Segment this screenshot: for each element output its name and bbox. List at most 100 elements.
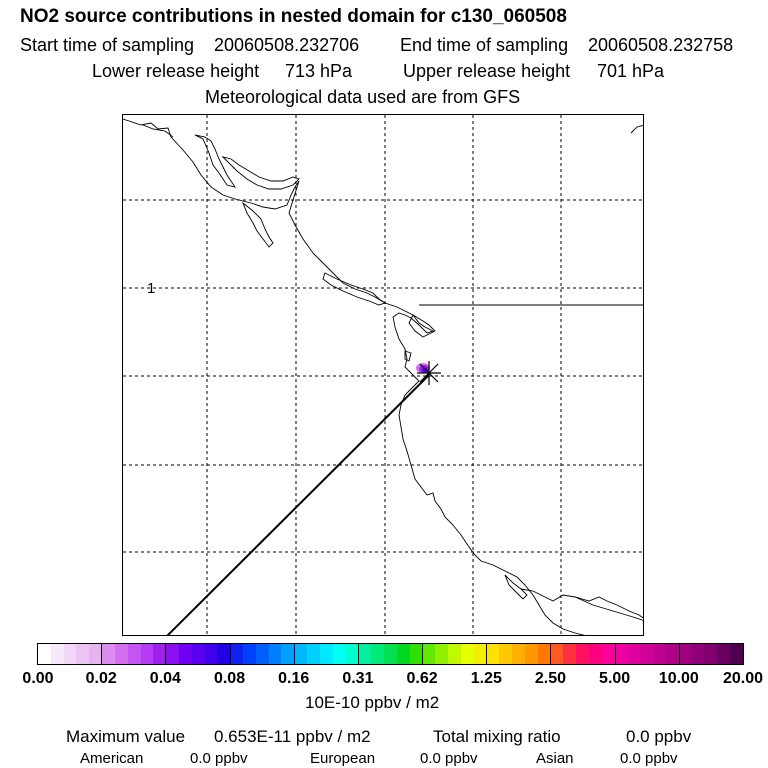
colorbar-segment bbox=[294, 644, 308, 664]
start-time-label: Start time of sampling bbox=[20, 35, 195, 55]
colorbar-segments bbox=[38, 644, 743, 664]
colorbar-segment bbox=[435, 644, 448, 664]
colorbar-tick bbox=[357, 643, 359, 665]
colorbar-segment bbox=[89, 644, 103, 664]
colorbar-segment bbox=[76, 644, 90, 664]
colorbar-segment bbox=[729, 644, 743, 664]
colorbar-segment bbox=[678, 644, 692, 664]
colorbar-tick bbox=[293, 643, 295, 665]
colorbar-segment bbox=[114, 644, 128, 664]
colorbar-tick-label: 0.00 bbox=[22, 670, 54, 687]
colorbar-segment bbox=[524, 644, 538, 664]
colorbar-segment bbox=[640, 644, 653, 664]
total-mixing-label: Total mixing ratio bbox=[433, 727, 561, 746]
colorbar-segment bbox=[255, 644, 269, 664]
asian-label: Asian bbox=[536, 750, 574, 767]
colorbar-segment bbox=[127, 644, 141, 664]
colorbar-segment bbox=[550, 644, 564, 664]
total-mixing-value: 0.0 ppbv bbox=[626, 727, 692, 746]
colorbar-segment bbox=[102, 644, 115, 664]
colorbar-segment bbox=[717, 644, 730, 664]
colorbar-segment bbox=[358, 644, 372, 664]
colorbar-segment bbox=[473, 644, 487, 664]
page-title: NO2 source contributions in nested domai… bbox=[20, 6, 567, 27]
colorbar bbox=[37, 643, 744, 665]
colorbar-tick bbox=[678, 643, 680, 665]
colorbar-segment bbox=[537, 644, 551, 664]
colorbar-tick-label: 0.08 bbox=[213, 670, 246, 687]
colorbar-tick bbox=[422, 643, 424, 665]
colorbar-tick-label: 0.31 bbox=[342, 670, 374, 687]
colorbar-segment bbox=[166, 644, 179, 664]
european-value: 0.0 ppbv bbox=[420, 750, 478, 767]
colorbar-segment bbox=[486, 644, 500, 664]
colorbar-unit: 10E-10 ppbv / m2 bbox=[305, 693, 440, 712]
colorbar-tick bbox=[614, 643, 616, 665]
lower-height-label: Lower release height bbox=[92, 61, 260, 81]
lower-height-value: 713 hPa bbox=[285, 61, 353, 81]
colorbar-segment bbox=[383, 644, 397, 664]
colorbar-segment bbox=[140, 644, 154, 664]
end-time-value: 20060508.232758 bbox=[588, 35, 734, 55]
colorbar-segment bbox=[627, 644, 641, 664]
colorbar-segment bbox=[576, 644, 589, 664]
colorbar-segment bbox=[63, 644, 77, 664]
coastline bbox=[123, 118, 643, 635]
colorbar-tick-label: 1.25 bbox=[470, 670, 502, 687]
colorbar-tick-label: 0.62 bbox=[406, 670, 438, 687]
map-canvas: 1 bbox=[123, 115, 643, 635]
colorbar-segment bbox=[332, 644, 346, 664]
met-data-note: Meteorological data used are from GFS bbox=[205, 87, 521, 107]
colorbar-tick bbox=[229, 643, 231, 665]
colorbar-tick bbox=[165, 643, 167, 665]
colorbar-tick-label: 0.04 bbox=[149, 670, 181, 687]
colorbar-segment bbox=[512, 644, 525, 664]
colorbar-segment bbox=[307, 644, 320, 664]
asian-value: 0.0 ppbv bbox=[620, 750, 678, 767]
max-value: 0.653E-11 ppbv / m2 bbox=[214, 727, 371, 746]
colorbar-segment bbox=[281, 644, 295, 664]
upper-height-value: 701 hPa bbox=[597, 61, 665, 81]
colorbar-tick bbox=[101, 643, 103, 665]
contour-label: 1 bbox=[147, 280, 155, 297]
trajectory-line bbox=[166, 374, 430, 635]
start-time-value: 20060508.232706 bbox=[214, 35, 360, 55]
colorbar-segment bbox=[217, 644, 231, 664]
colorbar-tick-label: 5.00 bbox=[599, 670, 631, 687]
colorbar-segment bbox=[153, 644, 167, 664]
colorbar-segment bbox=[691, 644, 705, 664]
colorbar-tick-label: 20.00 bbox=[722, 670, 764, 687]
map-panel: 1 bbox=[122, 114, 644, 636]
colorbar-tick bbox=[550, 643, 552, 665]
colorbar-segment bbox=[460, 644, 474, 664]
colorbar-segment bbox=[665, 644, 679, 664]
colorbar-segment bbox=[204, 644, 218, 664]
colorbar-segment bbox=[38, 644, 51, 664]
colorbar-segment bbox=[704, 644, 718, 664]
colorbar-segment bbox=[396, 644, 410, 664]
colorbar-segment bbox=[601, 644, 615, 664]
colorbar-segment bbox=[371, 644, 384, 664]
colorbar-segment bbox=[448, 644, 461, 664]
colorbar-segment bbox=[422, 644, 436, 664]
end-time-label: End time of sampling bbox=[400, 35, 569, 55]
upper-height-label: Upper release height bbox=[403, 61, 571, 81]
receptor-star-icon bbox=[417, 361, 441, 385]
american-value: 0.0 ppbv bbox=[190, 750, 248, 767]
colorbar-segment bbox=[50, 644, 64, 664]
colorbar-segment bbox=[614, 644, 628, 664]
colorbar-tick-label: 2.50 bbox=[534, 670, 567, 687]
colorbar-tick-label: 0.02 bbox=[85, 670, 117, 687]
colorbar-segment bbox=[319, 644, 333, 664]
colorbar-segment bbox=[588, 644, 602, 664]
colorbar-segment bbox=[268, 644, 282, 664]
colorbar-tick bbox=[486, 643, 488, 665]
colorbar-segment bbox=[499, 644, 513, 664]
colorbar-tick-label: 0.16 bbox=[278, 670, 310, 687]
colorbar-tick-label: 10.00 bbox=[658, 670, 699, 687]
colorbar-segment bbox=[653, 644, 666, 664]
colorbar-segment bbox=[178, 644, 192, 664]
european-label: European bbox=[310, 750, 376, 767]
max-value-label: Maximum value bbox=[66, 727, 186, 746]
colorbar-segment bbox=[563, 644, 577, 664]
